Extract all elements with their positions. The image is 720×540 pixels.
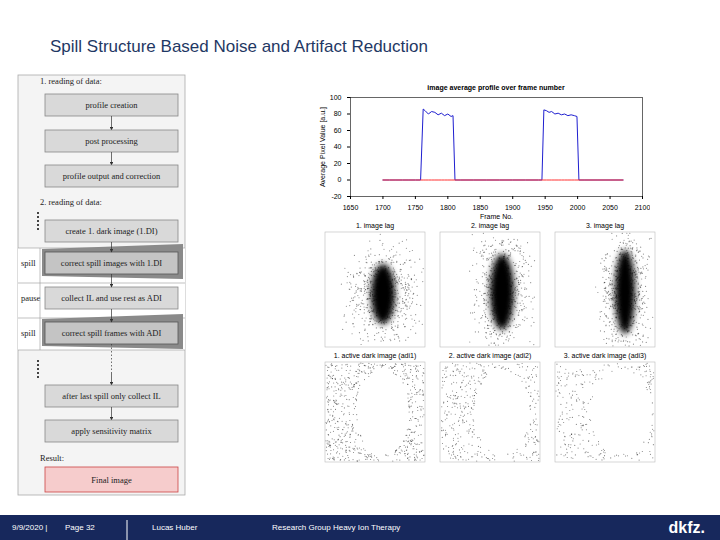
svg-text:dkfz.: dkfz.: [669, 519, 705, 536]
svg-text:1. image lag: 1. image lag: [356, 222, 394, 230]
svg-text:1750: 1750: [408, 204, 424, 211]
svg-text:collect IL and use rest as ADI: collect IL and use rest as ADI: [61, 293, 162, 303]
svg-text:profile creation: profile creation: [85, 100, 138, 110]
svg-text:1700: 1700: [375, 204, 391, 211]
svg-text:2000: 2000: [570, 204, 586, 211]
svg-text:post processing: post processing: [85, 136, 138, 146]
svg-text:2. image lag: 2. image lag: [471, 222, 509, 230]
svg-text:2. reading of data:: 2. reading of data:: [40, 197, 102, 207]
svg-text:3. image lag: 3. image lag: [586, 222, 624, 230]
svg-text:3. active dark image (adi3): 3. active dark image (adi3): [564, 352, 646, 360]
svg-text:1. reading of data:: 1. reading of data:: [40, 76, 102, 86]
svg-text:2. active dark image (adi2): 2. active dark image (adi2): [449, 352, 531, 360]
svg-text:Average Pixel Value [a.u.]: Average Pixel Value [a.u.]: [319, 107, 327, 187]
html-text:image average profile over fra: image average profile over frame number: [427, 84, 565, 91]
svg-text:1800: 1800: [440, 204, 456, 211]
svg-text:after last spill only collect: after last spill only collect IL: [62, 391, 160, 401]
svg-text:Frame No.: Frame No.: [480, 213, 513, 220]
svg-text:1650: 1650: [343, 204, 359, 211]
svg-text:Result:: Result:: [40, 453, 64, 463]
svg-text:1850: 1850: [472, 204, 488, 211]
svg-text:correct spill images with 1.DI: correct spill images with 1.DI: [61, 258, 162, 268]
svg-text:Research Group Heavy Ion Thera: Research Group Heavy Ion Therapy: [272, 523, 400, 532]
svg-text:2100: 2100: [635, 204, 650, 211]
svg-text:2050: 2050: [602, 204, 618, 211]
svg-text:100: 100: [330, 94, 342, 101]
svg-text:correct spill frames with ADI: correct spill frames with ADI: [62, 328, 162, 338]
svg-text:9/9/2020 |: 9/9/2020 |: [12, 523, 47, 532]
svg-text:0: 0: [338, 176, 342, 183]
svg-text:60: 60: [334, 127, 342, 134]
svg-text:spill: spill: [21, 328, 36, 338]
svg-text:Page 32: Page 32: [65, 523, 95, 532]
svg-text:Lucas Huber: Lucas Huber: [152, 523, 198, 532]
svg-text:80: 80: [334, 110, 342, 117]
svg-text:40: 40: [334, 143, 342, 150]
svg-text:apply sensitivity matrix: apply sensitivity matrix: [71, 426, 152, 436]
svg-text:1. active dark image (adi1): 1. active dark image (adi1): [334, 352, 416, 360]
svg-text:create 1. dark image (1.DI): create 1. dark image (1.DI): [65, 226, 157, 236]
svg-text:1900: 1900: [505, 204, 521, 211]
svg-text:20: 20: [334, 160, 342, 167]
svg-text:Final image: Final image: [91, 475, 132, 485]
svg-text:1950: 1950: [537, 204, 553, 211]
svg-text:-20: -20: [331, 193, 341, 200]
svg-text:Spill Structure Based Noise an: Spill Structure Based Noise and Artifact…: [50, 37, 428, 56]
svg-text:spill: spill: [21, 258, 36, 268]
svg-text:pause: pause: [21, 293, 41, 303]
svg-text:profile output and correction: profile output and correction: [63, 171, 161, 181]
